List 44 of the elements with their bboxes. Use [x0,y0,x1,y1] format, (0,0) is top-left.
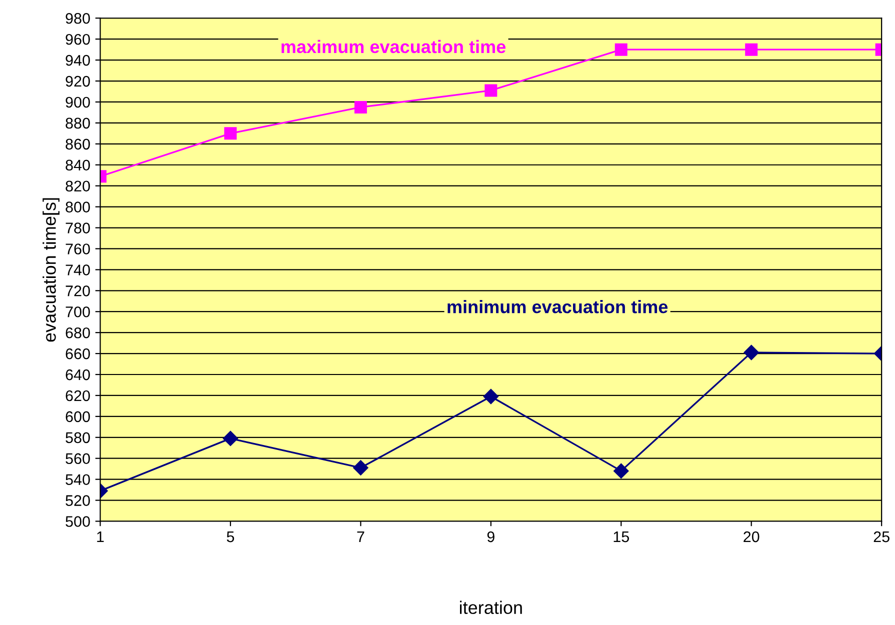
x-tick-label: 9 [487,531,494,542]
point [614,463,629,479]
y-tick-label: 880 [66,118,90,129]
y-tick-label: 920 [66,76,90,87]
point [353,460,368,476]
y-tick-label: 980 [66,12,90,24]
x-tick-label: 1 [97,532,104,542]
point [222,430,238,446]
y-tick-label: 620 [66,390,90,402]
y-tick-label: 700 [66,306,90,318]
x-axis-title: iteration [460,600,522,614]
point [224,127,237,140]
y-tick-label: 800 [66,202,90,212]
y-tick-label: 560 [66,453,90,464]
y-tick-label: 660 [66,348,90,360]
x-tick-label: 5 [226,532,234,542]
x-tick-label: 20 [744,531,760,542]
y-axis-title: evacuation time[s] [42,198,60,342]
point [614,43,628,56]
point [484,84,498,97]
y-tick-label: 940 [66,54,90,66]
point [354,100,367,114]
y-tick-label: 820 [66,180,90,192]
y-tick-label: 680 [66,327,90,338]
y-tick-label: 740 [66,264,90,276]
text: minimum evacuation time [448,300,668,314]
x-tick-label: 15 [614,532,629,542]
y-tick-label: 540 [66,474,90,486]
y-tick-label: 760 [66,244,90,254]
y-tick-label: 840 [66,160,90,171]
y-tick-label: 520 [66,495,90,506]
y-tick-label: 960 [66,34,90,45]
x-tick-label: 25 [874,531,890,542]
point [483,388,498,404]
series-label: maximum evacuation time [282,40,506,54]
y-tick-label: 600 [66,411,90,422]
y-tick-label: 720 [66,286,90,296]
x-tick-label: 7 [357,532,364,542]
y-tick-label: 900 [66,96,90,108]
y-tick-label: 500 [66,516,90,527]
y-tick-label: 580 [66,432,90,444]
y-tick-label: 640 [66,369,90,380]
y-tick-label: 860 [66,138,90,150]
y-tick-label: 780 [66,222,90,234]
